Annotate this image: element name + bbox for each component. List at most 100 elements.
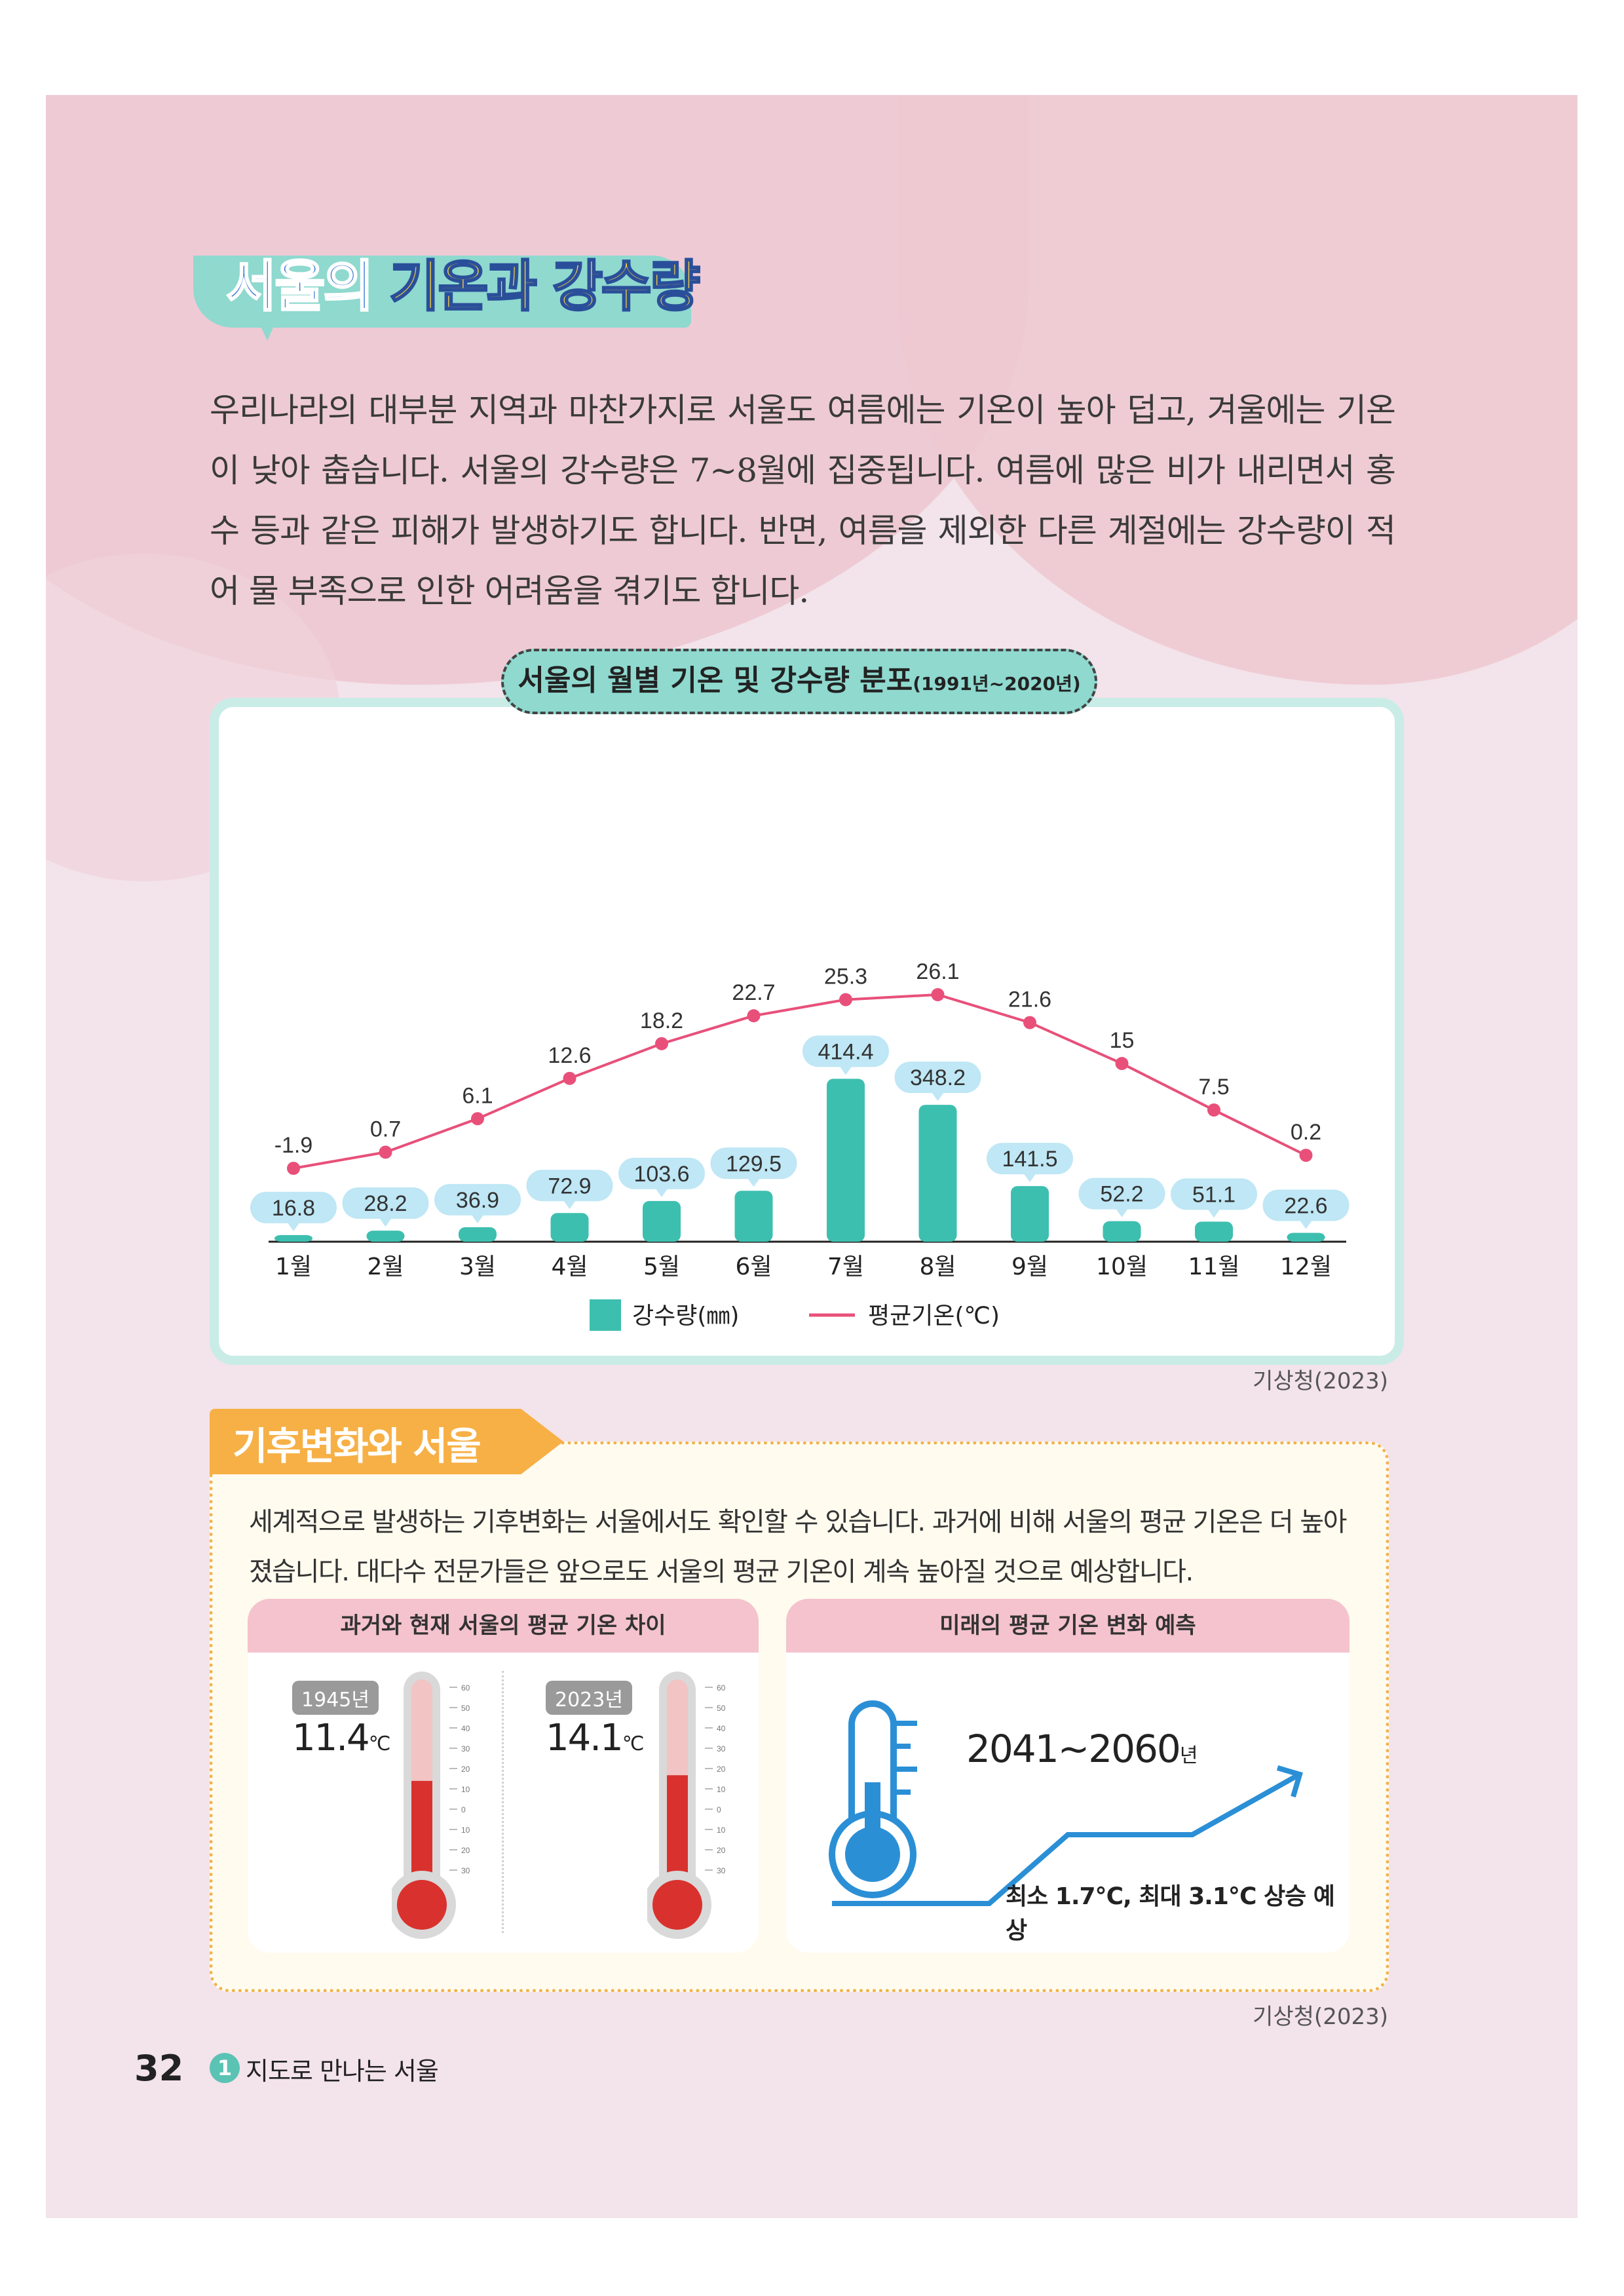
temperature-point	[287, 1162, 300, 1175]
precip-value-label: 28.2	[364, 1191, 407, 1216]
temp-value-number: 14.1	[546, 1717, 624, 1759]
temperature-point	[655, 1037, 668, 1050]
precip-bar	[734, 1191, 773, 1242]
precip-label-pointer	[839, 1065, 852, 1075]
precip-value-label: 52.2	[1100, 1182, 1143, 1207]
temperature-point	[563, 1071, 576, 1085]
climate-change-title: 기후변화와 서울	[233, 1424, 482, 1468]
chapter-number-badge: 1	[210, 2053, 240, 2083]
temperature-point	[1023, 1016, 1036, 1029]
scale-label: 20	[461, 1765, 470, 1774]
precip-value-label: 414.4	[818, 1039, 873, 1064]
climate-change-tab	[210, 1409, 563, 1474]
intro-paragraph: 우리나라의 대부분 지역과 마찬가지로 서울도 여름에는 기온이 높아 덥고, …	[210, 391, 1396, 610]
temperature-value-label: 22.7	[732, 980, 775, 1005]
precip-value-label: 22.6	[1284, 1193, 1327, 1218]
past-temp-card: 과거와 현재 서울의 평균 기온 차이 1945년 11.4℃ 60 50 40 30…	[248, 1599, 759, 1953]
future-prediction-note: 최소 1.7℃, 최대 3.1℃ 상승 예상	[1006, 1883, 1335, 1944]
precip-label-bg	[250, 1191, 337, 1223]
temp-value: 14.1℃	[546, 1717, 645, 1759]
scale-label: 10	[461, 1826, 470, 1835]
legend-precip-label: 강수량(㎜)	[632, 1303, 739, 1330]
future-years-range: 2041~2060	[966, 1727, 1181, 1771]
scale-label: 0	[461, 1805, 466, 1814]
temperature-value-label: 12.6	[548, 1043, 591, 1068]
x-tick-label: 1월	[275, 1253, 312, 1280]
scale-label: 20	[717, 1846, 726, 1855]
future-years: 2041~2060년	[966, 1727, 1198, 1771]
precip-label-bg	[710, 1147, 797, 1179]
rising-trend-arrow-icon	[832, 1765, 1303, 1906]
precip-value-label: 36.9	[456, 1188, 499, 1213]
precip-label-bg	[342, 1187, 429, 1219]
temperature-point	[839, 993, 852, 1006]
temperature-point	[747, 1009, 761, 1023]
scale-label: 30	[461, 1866, 470, 1875]
precip-label-pointer	[655, 1187, 668, 1197]
precip-value-label: 348.2	[910, 1065, 966, 1090]
precip-label-pointer	[747, 1177, 761, 1187]
temperature-point	[379, 1145, 392, 1159]
precip-label-pointer	[471, 1214, 484, 1223]
page-number: 32	[134, 2048, 184, 2089]
temp-unit: ℃	[622, 1732, 645, 1755]
precip-label-bg	[987, 1143, 1073, 1175]
temperature-point	[1299, 1149, 1313, 1162]
scale-label: 60	[717, 1683, 726, 1693]
x-tick-label: 5월	[643, 1253, 680, 1280]
scale-label: 30	[717, 1744, 726, 1753]
precip-bar	[550, 1213, 589, 1242]
future-years-unit: 년	[1179, 1744, 1198, 1767]
precip-label-bg	[1078, 1177, 1165, 1210]
x-tick-label: 9월	[1011, 1253, 1048, 1280]
future-temp-card: 미래의 평균 기온 변화 예측 2041~2060년 최소 1.7℃, 최대 3…	[786, 1599, 1350, 1953]
x-tick-label: 12월	[1280, 1253, 1332, 1280]
climate-chart: 16.8 1월 28.2 2월 36.9 3월 72.9 4월 103.6 5월 129.5 6월 41…	[250, 959, 1350, 1331]
precip-bar	[643, 1200, 681, 1242]
chart-title-pill: 서울의 월별 기온 및 강수량 분포(1991년~2020년)	[501, 649, 1097, 714]
x-tick-label: 3월	[459, 1253, 496, 1280]
temperature-value-label: 15	[1110, 1028, 1135, 1053]
precip-value-label: 141.5	[1002, 1147, 1057, 1172]
x-tick-label: 4월	[551, 1253, 588, 1280]
chart-subtitle: (1991년~2020년)	[913, 673, 1081, 695]
precip-value-label: 16.8	[272, 1196, 315, 1221]
precip-bar	[366, 1231, 405, 1242]
x-tick-label: 6월	[735, 1253, 772, 1280]
scale-label: 20	[717, 1765, 726, 1774]
temperature-value-label: 26.1	[916, 959, 959, 984]
temperature-value-label: 21.6	[1008, 987, 1051, 1012]
scale-label: 10	[461, 1785, 470, 1794]
precip-value-label: 51.1	[1192, 1182, 1236, 1207]
precip-label-pointer	[1115, 1208, 1129, 1217]
climate-source: 기상청(2023)	[1253, 2004, 1388, 2030]
temperature-value-label: 6.1	[462, 1083, 493, 1108]
scale-label: 10	[717, 1826, 726, 1835]
scale-label: 40	[461, 1724, 470, 1733]
precip-value-label: 103.6	[633, 1162, 689, 1187]
section-title-part2: 기온과 강수량	[388, 254, 702, 320]
past-temp-card-title: 과거와 현재 서울의 평균 기온 차이	[248, 1599, 759, 1653]
scale-label: 40	[717, 1724, 726, 1733]
temperature-value-label: 18.2	[640, 1008, 683, 1033]
title-banner-tail	[255, 315, 279, 341]
precip-label-pointer	[931, 1092, 945, 1101]
card-divider	[502, 1671, 504, 1933]
precip-label-bg	[618, 1157, 705, 1189]
precip-label-pointer	[563, 1200, 576, 1210]
temp-value: 11.4℃	[292, 1717, 391, 1759]
year-badge: 2023년	[546, 1681, 632, 1715]
temperature-point	[1207, 1103, 1220, 1117]
thermometer-scale: 60 50 40 30 20 10 0 10 20 30	[449, 1683, 470, 1875]
precip-bar	[274, 1234, 312, 1242]
temperature-line	[293, 993, 1307, 1170]
scale-label: 50	[461, 1704, 470, 1713]
chapter-name: 지도로 만나는 서울	[246, 2057, 439, 2086]
temperature-value-label: 0.2	[1291, 1120, 1321, 1145]
thermometer-icon: 60 50 40 30 20 10 0 10 20 30	[392, 1672, 470, 1939]
section-title: 서울의 기온과 강수량	[225, 242, 702, 322]
precip-label-pointer	[379, 1217, 392, 1227]
temp-unit: ℃	[368, 1732, 391, 1755]
precip-label-bg	[1171, 1178, 1257, 1210]
scale-label: 30	[717, 1866, 726, 1875]
